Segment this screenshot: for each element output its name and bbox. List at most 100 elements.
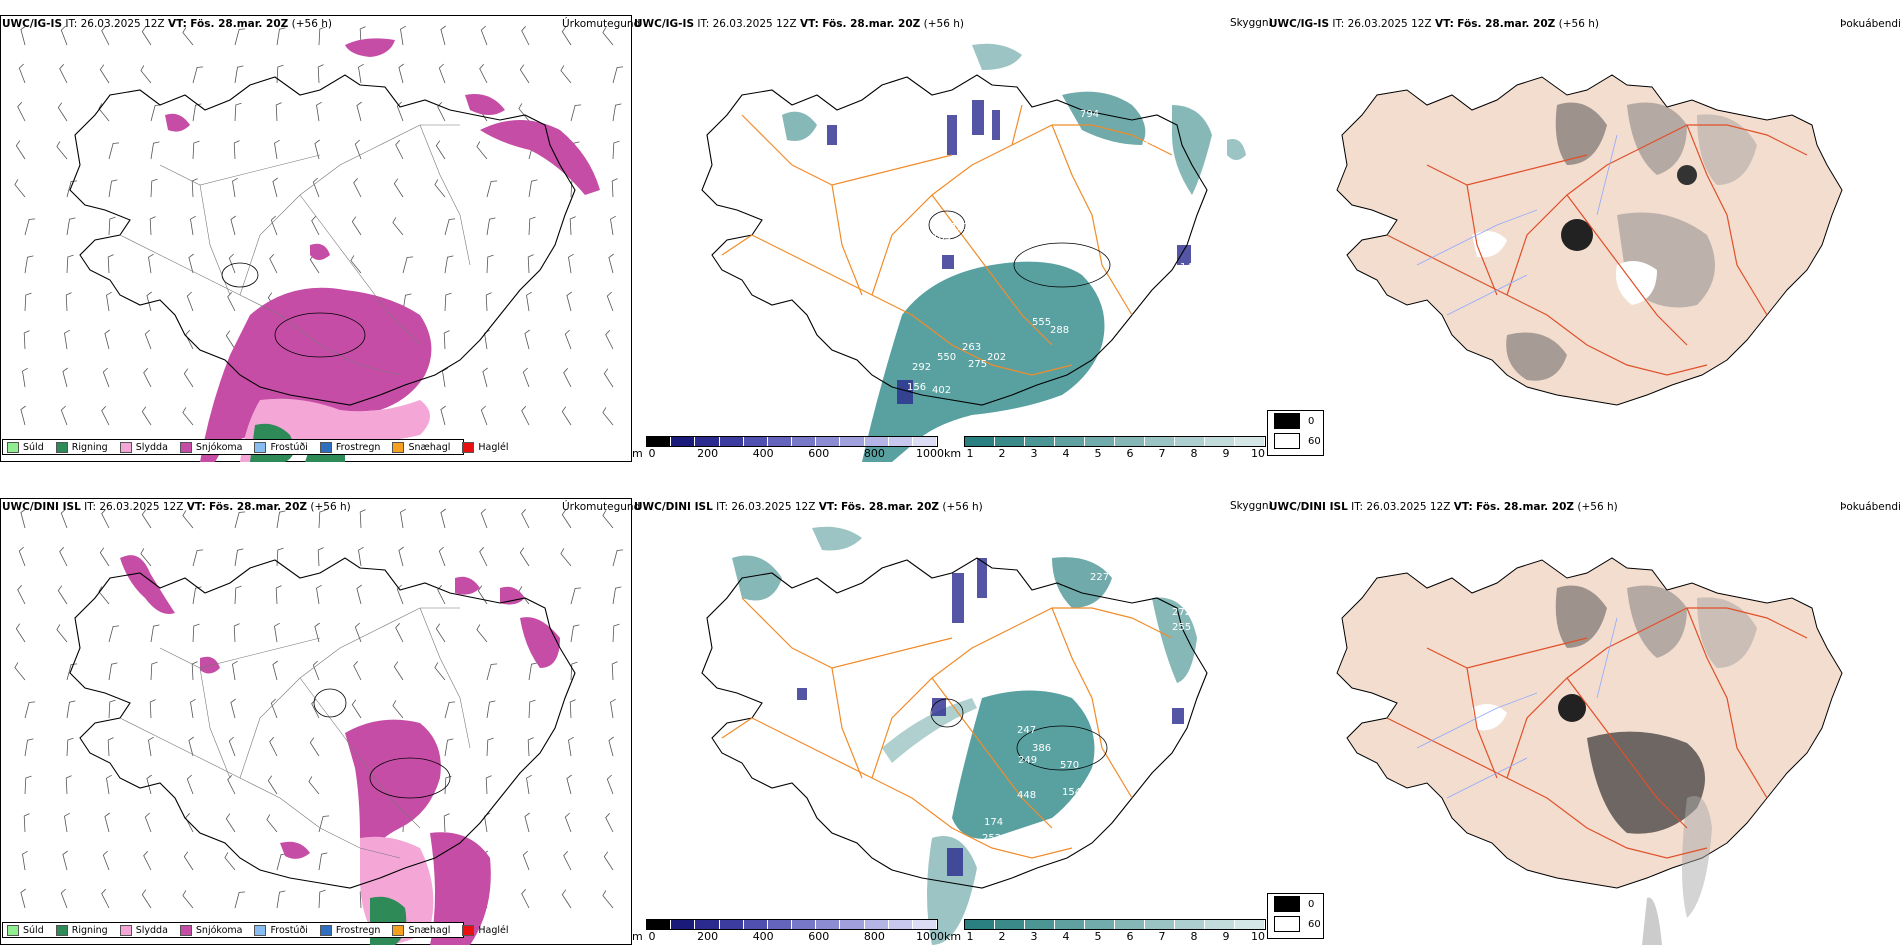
legend-swatch	[119, 441, 132, 453]
wind-barb	[400, 508, 406, 529]
wind-barb	[605, 813, 614, 833]
vis-label: 249	[1018, 755, 1037, 766]
vt-value: Fös. 28.mar. 20Z	[841, 501, 940, 513]
wind-barb	[24, 292, 32, 312]
snow-area	[345, 719, 441, 853]
wind-barb	[102, 850, 110, 871]
glacier	[313, 688, 347, 718]
wind-barb	[392, 700, 404, 719]
colorbar-tick: 8	[1190, 930, 1198, 943]
panel-header: UWC/IG-IS IT: 26.03.2025 12Z VT: Fös. 28…	[634, 18, 964, 30]
wind-barb	[108, 625, 120, 643]
visibility-area	[1152, 597, 1197, 683]
colorbar-tick: 800	[863, 447, 885, 460]
legend-swatch	[7, 924, 19, 936]
wind-barb	[561, 889, 572, 909]
wind-barb	[182, 27, 194, 46]
wind-barb	[192, 66, 204, 84]
wind-barb	[274, 622, 280, 643]
legend-label: Snjókoma	[195, 924, 243, 936]
fog-legend-item: 60	[1268, 431, 1323, 451]
it-label: IT:	[84, 501, 97, 513]
visibility-panel-1: 794 443 211 165 147 555 288 263 202 550 …	[632, 15, 1272, 462]
wind-barb	[148, 253, 154, 274]
panel-header: UWC/DINI ISL IT: 26.03.2025 12Z VT: Fös.…	[2, 501, 351, 513]
iceland-coastline	[701, 557, 1208, 889]
wind-barb	[192, 140, 200, 160]
snow-area	[200, 656, 220, 674]
fog-swatch	[1274, 413, 1300, 429]
wind-barb	[66, 737, 74, 757]
wind-barb	[108, 699, 116, 719]
wind-barb	[602, 407, 614, 426]
wind-barb	[150, 178, 158, 198]
wind-barb	[276, 547, 284, 567]
colorbar-tick: 9	[1222, 447, 1230, 460]
wind-barb	[183, 851, 194, 871]
vt-label: VT:	[799, 18, 819, 30]
wind-barb	[150, 624, 160, 643]
wind-barb	[398, 546, 404, 567]
wind-barb	[192, 586, 202, 605]
wind-barb	[482, 367, 488, 388]
colorbar-tick: 2	[998, 447, 1006, 460]
wind-barb	[186, 774, 194, 795]
wind-barb	[275, 585, 282, 605]
legend-label: Súld	[23, 441, 44, 453]
fog-swatch	[1274, 916, 1300, 932]
wind-barb	[611, 661, 618, 681]
wind-barb	[402, 256, 414, 274]
wind-barb	[444, 218, 456, 236]
wind-barb	[528, 662, 538, 681]
vt-value: Fös. 28.mar. 20Z	[1476, 501, 1575, 513]
wind-barb	[480, 405, 488, 426]
wind-barb	[224, 852, 236, 871]
legend-item: Haglél	[462, 924, 509, 936]
snow-area	[465, 94, 505, 115]
wind-barb	[308, 776, 320, 795]
snow-area	[165, 113, 190, 132]
wind-barb	[107, 254, 114, 274]
it-label: IT:	[65, 18, 78, 30]
wind-barb	[56, 141, 68, 160]
vt-value: Fös. 28.mar. 20Z	[822, 18, 921, 30]
colorbar-tick: 6	[1126, 930, 1134, 943]
it-label: IT:	[697, 18, 710, 30]
visibility-area	[1052, 557, 1112, 608]
wind-barb	[566, 291, 572, 312]
legend-label: Súld	[23, 924, 44, 936]
legend-item: Haglél	[462, 441, 509, 453]
wind-barb	[234, 548, 244, 567]
wind-barb	[22, 367, 28, 388]
glacier	[1016, 725, 1108, 771]
colorbar-tick: 1	[966, 447, 974, 460]
iceland-coastline	[701, 74, 1208, 406]
fog-legend: 0 60	[1267, 410, 1324, 456]
wind-barb	[442, 367, 448, 388]
fog-panel-2: 0 60	[1267, 498, 1900, 945]
wind-barb	[561, 26, 572, 46]
wind-barb	[230, 215, 236, 236]
wind-barb	[485, 775, 492, 795]
legend-swatch	[254, 924, 267, 936]
precip-map-1	[0, 15, 632, 462]
wind-barb	[354, 622, 362, 643]
wind-barb	[24, 218, 36, 236]
colorbar-unit: km	[944, 930, 962, 943]
wind-barb	[612, 549, 624, 567]
wind-barb	[314, 139, 320, 160]
wind-barb	[65, 775, 72, 795]
wind-barb	[106, 774, 112, 795]
wind-barb	[185, 813, 194, 833]
legend-swatch	[55, 441, 68, 453]
wind-barb	[190, 698, 196, 719]
legend-item: Snjókoma	[179, 924, 243, 936]
wind-barb	[521, 406, 530, 426]
wind-barb	[230, 698, 236, 719]
wind-barb	[444, 701, 456, 719]
wind-barb	[228, 253, 236, 274]
wind-barb	[101, 889, 110, 909]
vis-label: 555	[1032, 317, 1051, 328]
lead-time: (+56 h)	[291, 18, 332, 30]
wind-barb	[141, 26, 152, 46]
